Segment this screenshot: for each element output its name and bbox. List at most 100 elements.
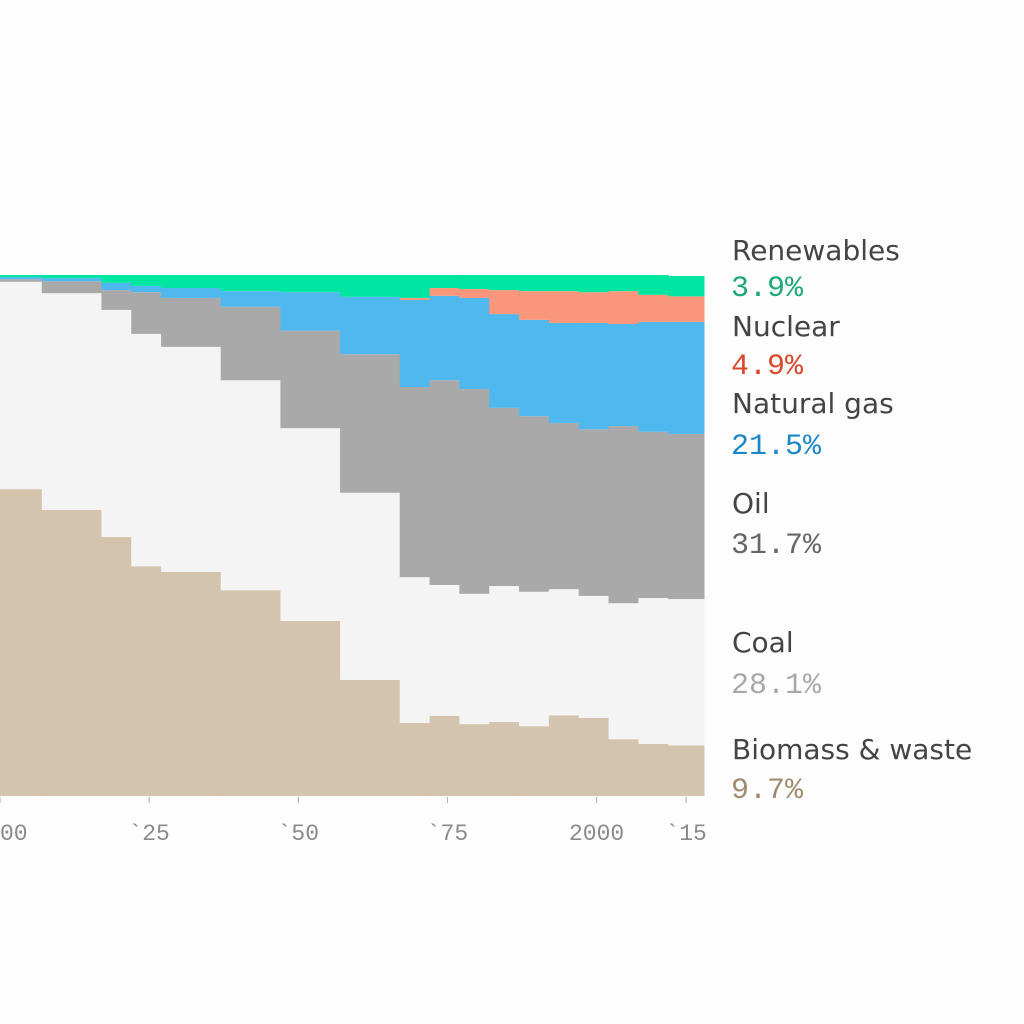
- area-step: [161, 346, 222, 572]
- area-step: [0, 281, 43, 490]
- area-step: [489, 407, 520, 587]
- area-step: [101, 275, 132, 283]
- area-step: [280, 428, 341, 621]
- area-step: [578, 275, 610, 293]
- area-step: [220, 590, 281, 796]
- area-step: [638, 598, 669, 744]
- area-step: [101, 537, 132, 796]
- area-step: [519, 319, 550, 417]
- area-step: [0, 279, 43, 282]
- area-step: [489, 586, 520, 723]
- area-step: [220, 291, 281, 307]
- area-step: [0, 489, 43, 796]
- area-step: [459, 724, 490, 796]
- x-tick-label: `75: [427, 821, 468, 847]
- x-tick-label: 2000: [569, 821, 624, 847]
- area-step: [220, 306, 281, 381]
- area-step: [459, 593, 490, 725]
- area-step: [41, 278, 102, 282]
- legend-value: 4.9%: [731, 350, 804, 384]
- legend-value: 3.9%: [731, 272, 804, 306]
- area-step: [340, 679, 401, 796]
- area-step: [578, 322, 610, 430]
- area-step: [41, 275, 102, 279]
- area-step: [489, 314, 520, 408]
- area-step: [519, 591, 550, 727]
- area-step: [489, 722, 520, 796]
- area-step: [519, 416, 550, 592]
- area-step: [638, 321, 669, 432]
- area-step: [608, 275, 639, 292]
- area-step: [638, 275, 669, 295]
- area-step: [101, 282, 132, 291]
- area-step: [429, 584, 460, 716]
- legend-value: 28.1%: [731, 669, 822, 703]
- area-step: [668, 276, 705, 297]
- area-step: [608, 603, 639, 740]
- legend-name: Biomass & waste: [732, 733, 972, 766]
- area-step: [101, 309, 132, 538]
- area-step: [161, 571, 222, 796]
- area-step: [280, 292, 341, 331]
- area-step: [399, 300, 431, 388]
- area-step: [280, 275, 341, 293]
- area-step: [429, 715, 460, 796]
- area-step: [638, 294, 669, 322]
- legend-name: Nuclear: [732, 310, 840, 343]
- area-step: [41, 281, 102, 294]
- area-step: [608, 426, 639, 604]
- area-step: [548, 422, 580, 590]
- area-step: [459, 389, 490, 594]
- area-step: [519, 275, 550, 292]
- area-step: [459, 297, 490, 390]
- area-step: [668, 296, 705, 322]
- area-step: [668, 321, 705, 434]
- area-step: [489, 290, 520, 315]
- legend-name: Coal: [732, 626, 794, 659]
- area-step: [519, 291, 550, 320]
- legend-name: Oil: [732, 487, 770, 520]
- area-step: [578, 595, 610, 718]
- legend-name: Natural gas: [732, 387, 894, 420]
- area-step: [578, 429, 610, 596]
- area-step: [608, 739, 639, 796]
- area-step: [668, 745, 705, 796]
- area-step: [399, 723, 431, 796]
- area-step: [668, 433, 705, 600]
- area-step: [340, 296, 401, 355]
- area-step: [161, 288, 222, 298]
- x-tick-label: `25: [128, 821, 169, 847]
- area-step: [548, 589, 580, 716]
- area-step: [220, 380, 281, 591]
- area-step: [161, 275, 222, 289]
- area-step: [399, 297, 431, 301]
- x-tick-label: 1900: [0, 821, 28, 847]
- area-step: [131, 275, 162, 286]
- area-step: [161, 297, 222, 347]
- area-step: [340, 492, 401, 680]
- area-step: [220, 275, 281, 292]
- area-step: [519, 726, 550, 796]
- area-step: [101, 290, 132, 310]
- area-step: [548, 715, 580, 796]
- legend-name: Renewables: [732, 234, 900, 267]
- area-step: [578, 292, 610, 323]
- area-step: [340, 275, 401, 297]
- x-tick-label: `50: [278, 821, 319, 847]
- area-step: [280, 330, 341, 429]
- area-step: [578, 717, 610, 796]
- area-step: [459, 275, 490, 290]
- area-step: [399, 387, 431, 578]
- area-step: [429, 380, 460, 585]
- area-step: [548, 291, 580, 323]
- area-step: [548, 275, 580, 292]
- area-step: [131, 333, 162, 567]
- area-step: [638, 743, 669, 796]
- area-step: [131, 285, 162, 293]
- area-step: [41, 509, 102, 796]
- area-step: [41, 293, 102, 510]
- area-step: [668, 599, 705, 746]
- area-step: [429, 275, 460, 289]
